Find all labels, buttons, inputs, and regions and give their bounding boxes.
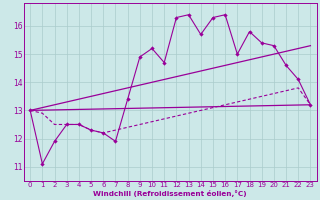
X-axis label: Windchill (Refroidissement éolien,°C): Windchill (Refroidissement éolien,°C) — [93, 190, 247, 197]
